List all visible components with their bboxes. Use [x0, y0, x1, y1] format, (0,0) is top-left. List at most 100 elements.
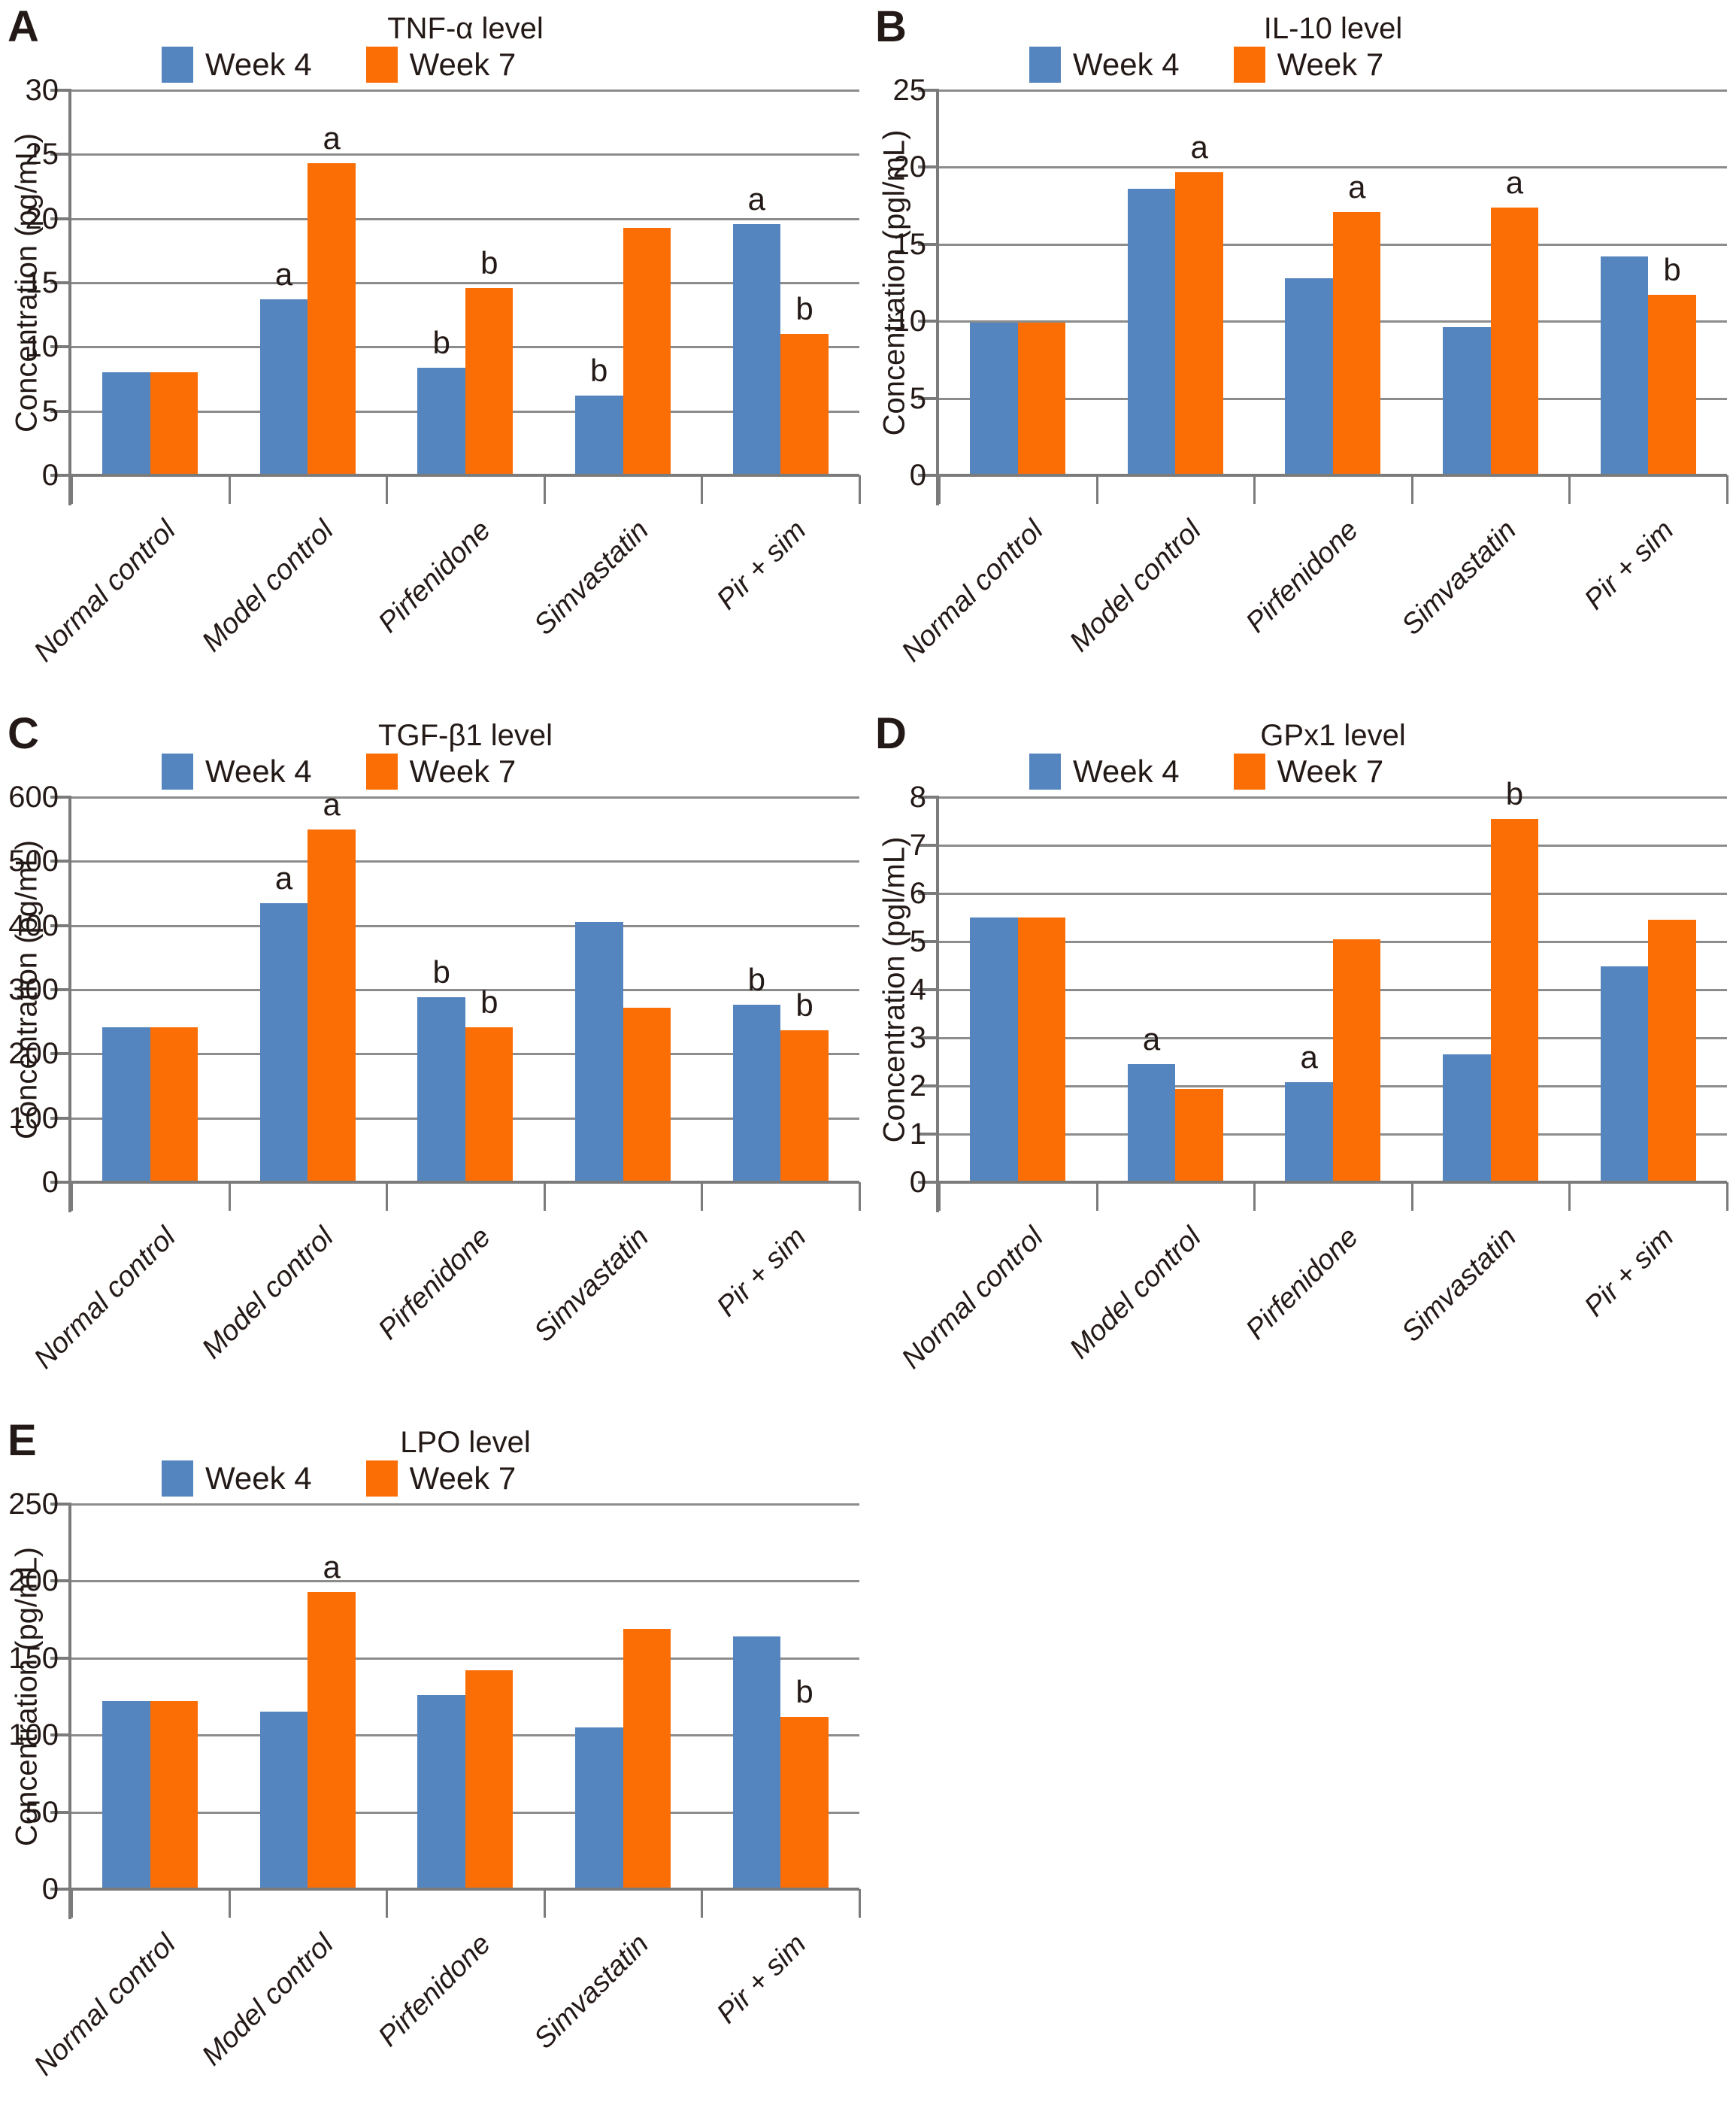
- bar-group-pirfenidone: a: [1254, 90, 1412, 475]
- y-tick-label: 10: [892, 305, 927, 338]
- x-tick-mark: [701, 1889, 704, 1918]
- y-tick-mark: [918, 474, 936, 477]
- significance-letter-week-4-pirfenidone: a: [1300, 1039, 1318, 1075]
- bar-week-4-pir-sim: [732, 1004, 781, 1182]
- bar-group-model-control: a: [229, 1504, 387, 1889]
- y-tick-mark: [50, 345, 68, 349]
- bar-week-4-model-control: [259, 902, 308, 1182]
- x-tick-mark: [1095, 1182, 1098, 1211]
- bar-week-4-pir-sim: [1600, 256, 1649, 475]
- legend-item-week4: Week 4: [1029, 47, 1180, 83]
- x-label-pirfenidone: Pirfenidone: [1240, 514, 1365, 639]
- x-tick-mark: [859, 1889, 861, 1918]
- x-tick-mark: [701, 475, 704, 504]
- bar-week-7-model-control: [1175, 1089, 1223, 1182]
- y-tick-mark: [918, 988, 936, 991]
- chart-title-tnf-alpha: TNF-α level: [387, 12, 544, 45]
- legend-label-week7: Week 7: [1277, 47, 1384, 82]
- plot-area: 0 5 10 15 20 25 Normal control a Model control a P…: [893, 75, 1728, 668]
- bar-group-pir-sim: b: [1569, 90, 1727, 475]
- y-tick-mark: [50, 988, 68, 991]
- bar-week-4-pir-sim: [732, 1636, 781, 1889]
- bar-group-pirfenidone: [386, 1504, 544, 1889]
- bar-week-7-pirfenidone: [465, 287, 514, 475]
- significance-letter-week-7-pir-sim: b: [795, 1673, 813, 1709]
- panel-letter-b: B: [875, 2, 907, 51]
- y-tick-label: 0: [41, 459, 59, 492]
- y-tick-label: 5: [41, 394, 59, 428]
- plot-area: 0 1 2 3 4 5 6 7 8 Normal control a Model control a Pi…: [896, 778, 1728, 1375]
- y-tick-label: 5: [909, 381, 926, 415]
- y-tick-mark: [50, 474, 68, 477]
- bar-week-4-normal-control: [102, 372, 150, 475]
- bar-week-4-simvastatin: [575, 1727, 623, 1889]
- y-tick-label: 0: [41, 1873, 59, 1906]
- y-tick-label: 25: [892, 74, 927, 107]
- y-tick-label: 50: [25, 1795, 59, 1829]
- x-label-pirfenidone: Pirfenidone: [372, 1221, 498, 1346]
- y-tick-label: 25: [25, 138, 59, 171]
- significance-letter-week-4-simvastatin: b: [590, 353, 608, 389]
- bar-group-simvastatin: b: [1412, 778, 1570, 1182]
- chart-title-lpo: LPO level: [400, 1426, 531, 1459]
- y-tick-mark: [50, 924, 68, 927]
- y-tick-label: 1: [909, 1118, 926, 1151]
- bar-week-4-pirfenidone: [417, 367, 465, 475]
- y-axis-line: [936, 89, 939, 505]
- y-tick-mark: [50, 796, 68, 799]
- x-label-normal-control: Normal control: [28, 1221, 183, 1375]
- bar-week-4-pirfenidone: [417, 1694, 465, 1889]
- bar-group-simvastatin: b: [544, 90, 702, 475]
- y-tick-mark: [918, 1084, 936, 1087]
- y-tick-label: 15: [25, 266, 59, 299]
- legend: Week 4 Week 7: [162, 47, 516, 83]
- y-tick-label: 30: [25, 74, 59, 107]
- significance-letter-week-7-model-control: a: [323, 1548, 341, 1585]
- y-tick-mark: [50, 281, 68, 284]
- x-tick-mark: [228, 475, 231, 504]
- y-tick-mark: [50, 1116, 68, 1120]
- legend-item-week7: Week 7: [1233, 754, 1383, 790]
- y-tick-label: 100: [8, 1718, 59, 1752]
- chart-title-gpx1: GPx1 level: [1260, 719, 1406, 752]
- y-tick-label: 0: [909, 1166, 926, 1199]
- panel-e: E LPO level Week 4 Week 7 Concentration …: [0, 1414, 868, 2120]
- gridline: [939, 845, 1727, 847]
- y-tick-label: 5: [909, 925, 926, 958]
- bar-week-7-normal-control: [150, 1027, 198, 1182]
- y-tick-label: 200: [8, 1564, 59, 1598]
- week7-swatch: [365, 754, 398, 790]
- bar-group-pir-sim: [1569, 797, 1727, 1182]
- bar-week-4-simvastatin: [1443, 1054, 1491, 1182]
- significance-letter-week-7-pir-sim: b: [1663, 252, 1681, 288]
- x-tick-mark: [386, 1182, 389, 1211]
- bar-group-pir-sim: b: [701, 1504, 859, 1889]
- significance-letter-week-7-pir-sim: b: [795, 291, 813, 327]
- x-tick-mark: [1253, 1182, 1256, 1211]
- gridline: [939, 89, 1727, 92]
- y-tick-mark: [50, 1052, 68, 1056]
- y-tick-label: 150: [8, 1641, 59, 1675]
- y-tick-mark: [918, 892, 936, 895]
- x-label-simvastatin: Simvastatin: [528, 1928, 655, 2055]
- bar-group-pirfenidone: a: [1254, 797, 1412, 1182]
- y-tick-mark: [50, 1888, 68, 1891]
- gridline: [939, 796, 1727, 799]
- bar-group-normal-control: [71, 797, 229, 1182]
- bar-week-7-normal-control: [1017, 917, 1066, 1182]
- bar-week-4-model-control: [1127, 189, 1176, 475]
- x-label-simvastatin: Simvastatin: [1395, 1221, 1522, 1348]
- x-tick-mark: [228, 1182, 231, 1211]
- y-tick-label: 3: [909, 1021, 926, 1054]
- legend-label-week4: Week 4: [205, 754, 312, 789]
- x-tick-mark: [938, 1182, 941, 1211]
- y-tick-label: 0: [909, 459, 926, 492]
- significance-letter-week-7-pirfenidone: b: [480, 244, 498, 281]
- x-label-pir-sim: Pir + sim: [710, 1928, 813, 2030]
- bar-week-4-pirfenidone: [1285, 278, 1333, 475]
- bar-week-4-model-control: [259, 299, 308, 475]
- bar-week-4-pir-sim: [732, 223, 781, 475]
